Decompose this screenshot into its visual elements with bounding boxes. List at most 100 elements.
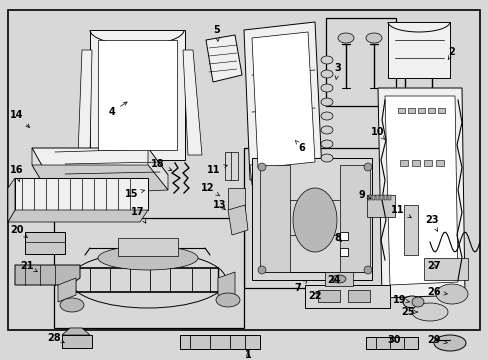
Polygon shape (58, 278, 76, 302)
Bar (407, 108, 414, 113)
Text: 30: 30 (386, 335, 400, 345)
Bar (118, 238, 178, 256)
Polygon shape (148, 148, 168, 190)
Text: 10: 10 (370, 127, 384, 140)
Bar (180, 335, 260, 349)
Polygon shape (387, 22, 449, 78)
Text: 17: 17 (131, 207, 145, 223)
Ellipse shape (363, 163, 371, 171)
Bar (339, 248, 347, 256)
Polygon shape (384, 96, 457, 285)
Ellipse shape (411, 303, 447, 321)
Text: 23: 23 (425, 215, 438, 231)
Bar (435, 160, 443, 166)
Ellipse shape (365, 33, 381, 43)
Ellipse shape (320, 126, 332, 134)
Polygon shape (15, 178, 148, 210)
Text: 12: 12 (201, 183, 220, 196)
Polygon shape (260, 165, 289, 272)
Polygon shape (8, 178, 15, 222)
Polygon shape (305, 285, 389, 308)
Text: 6: 6 (295, 140, 305, 153)
Text: 3: 3 (334, 63, 341, 79)
Ellipse shape (320, 112, 332, 120)
Ellipse shape (320, 154, 332, 162)
Text: 27: 27 (427, 261, 440, 271)
Polygon shape (32, 148, 50, 195)
Ellipse shape (433, 335, 465, 351)
Bar (417, 108, 424, 113)
Ellipse shape (402, 296, 420, 308)
Polygon shape (90, 30, 184, 160)
Bar (365, 337, 417, 349)
Bar (399, 160, 407, 166)
Polygon shape (62, 328, 90, 335)
Text: 20: 20 (10, 225, 27, 238)
Bar (367, 195, 370, 200)
Ellipse shape (320, 56, 332, 64)
Polygon shape (251, 158, 371, 280)
Bar (325, 272, 352, 286)
Polygon shape (227, 188, 244, 210)
Text: 1: 1 (244, 350, 251, 360)
Polygon shape (32, 148, 168, 180)
Polygon shape (218, 272, 235, 298)
Text: 28: 28 (47, 333, 64, 343)
Bar (427, 108, 434, 113)
Ellipse shape (216, 293, 240, 307)
Bar (54, 218, 244, 328)
Polygon shape (224, 152, 238, 180)
Polygon shape (423, 258, 467, 280)
Bar (25, 232, 65, 254)
Ellipse shape (320, 70, 332, 78)
Polygon shape (78, 50, 92, 155)
Polygon shape (98, 40, 177, 150)
Bar (339, 232, 347, 240)
Ellipse shape (320, 140, 332, 148)
Ellipse shape (60, 298, 84, 312)
Bar (423, 160, 431, 166)
Ellipse shape (363, 266, 371, 274)
Text: 29: 29 (427, 335, 447, 345)
Polygon shape (183, 50, 202, 155)
Bar (375, 195, 378, 200)
Text: 19: 19 (392, 295, 409, 305)
Ellipse shape (411, 297, 423, 307)
Ellipse shape (292, 188, 336, 252)
Text: 16: 16 (10, 165, 24, 181)
Polygon shape (227, 205, 247, 235)
Text: 24: 24 (326, 275, 340, 285)
Text: 26: 26 (427, 287, 447, 297)
Bar (411, 160, 419, 166)
Bar (244, 148, 381, 288)
Polygon shape (339, 165, 369, 272)
Polygon shape (251, 32, 314, 168)
Ellipse shape (337, 33, 353, 43)
Ellipse shape (320, 98, 332, 106)
Text: 11: 11 (207, 165, 227, 175)
Bar (397, 108, 404, 113)
Ellipse shape (331, 275, 346, 283)
Text: 5: 5 (213, 25, 220, 41)
Ellipse shape (98, 246, 198, 270)
Text: 2: 2 (447, 47, 454, 60)
Text: 13: 13 (213, 200, 226, 210)
Bar (325, 18, 395, 106)
Ellipse shape (70, 252, 225, 308)
Ellipse shape (258, 266, 265, 274)
Bar (379, 195, 382, 200)
Polygon shape (62, 335, 92, 348)
Polygon shape (244, 22, 321, 180)
Bar (403, 205, 417, 255)
Text: 15: 15 (125, 189, 144, 199)
Text: 11: 11 (390, 205, 410, 217)
Text: 21: 21 (20, 261, 37, 272)
Bar (317, 290, 339, 302)
Polygon shape (15, 265, 80, 285)
Bar (437, 108, 444, 113)
Bar (387, 195, 390, 200)
Polygon shape (377, 88, 464, 298)
Bar (383, 195, 386, 200)
Text: 7: 7 (294, 280, 306, 293)
Ellipse shape (435, 284, 467, 304)
